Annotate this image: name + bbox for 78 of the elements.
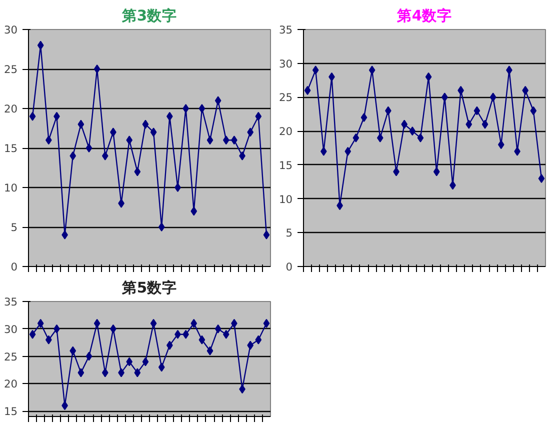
point bbox=[150, 318, 157, 328]
y-tick-label: 25 bbox=[278, 91, 293, 104]
y-tick-label: 15 bbox=[4, 405, 18, 418]
point bbox=[376, 133, 384, 142]
point bbox=[78, 368, 84, 378]
point bbox=[102, 368, 108, 378]
y-tick-label: 30 bbox=[278, 57, 293, 70]
point bbox=[29, 330, 36, 339]
point bbox=[198, 104, 206, 113]
point bbox=[158, 362, 165, 372]
point bbox=[134, 368, 141, 378]
y-tick-label: 5 bbox=[286, 226, 292, 240]
point bbox=[214, 324, 222, 334]
point bbox=[466, 120, 472, 129]
point bbox=[263, 318, 270, 328]
y-tick-label: 25 bbox=[4, 350, 18, 364]
point bbox=[174, 183, 181, 192]
point bbox=[78, 120, 84, 129]
point bbox=[538, 174, 545, 183]
point bbox=[86, 352, 92, 361]
chart-title: 第4数字 bbox=[396, 6, 452, 24]
point bbox=[222, 136, 230, 145]
point bbox=[158, 222, 165, 232]
point bbox=[344, 146, 352, 156]
point bbox=[482, 120, 488, 129]
y-tick-label: 10 bbox=[4, 182, 18, 194]
point bbox=[530, 106, 537, 116]
point bbox=[417, 133, 424, 142]
point bbox=[190, 318, 198, 328]
point bbox=[474, 106, 480, 116]
point bbox=[304, 86, 311, 95]
point bbox=[134, 167, 141, 176]
y-tick-label: 20 bbox=[4, 378, 18, 391]
point bbox=[222, 330, 230, 339]
point bbox=[94, 64, 100, 74]
point bbox=[312, 66, 319, 75]
point bbox=[498, 140, 504, 150]
y-tick-label: 15 bbox=[4, 142, 18, 155]
point bbox=[142, 120, 149, 129]
chart-title: 第5数字 bbox=[120, 278, 178, 296]
point bbox=[150, 128, 157, 137]
point bbox=[37, 318, 44, 328]
point bbox=[198, 335, 206, 344]
y-tick-label: 30 bbox=[4, 24, 18, 36]
point bbox=[70, 151, 76, 160]
point bbox=[263, 230, 270, 240]
point bbox=[70, 346, 76, 356]
point bbox=[352, 133, 360, 142]
point bbox=[360, 113, 368, 122]
point bbox=[425, 72, 432, 82]
point bbox=[29, 112, 36, 121]
y-tick-label: 35 bbox=[278, 24, 293, 36]
chart-title: 第3数字 bbox=[120, 6, 178, 24]
point bbox=[490, 92, 496, 102]
point bbox=[86, 144, 92, 152]
point bbox=[255, 112, 262, 121]
y-tick-label: 5 bbox=[10, 221, 18, 234]
point bbox=[102, 151, 108, 160]
point bbox=[206, 346, 214, 356]
point bbox=[190, 206, 198, 216]
y-tick-label: 25 bbox=[4, 63, 18, 76]
y-tick-label: 20 bbox=[278, 125, 293, 138]
point bbox=[37, 40, 44, 50]
point bbox=[94, 318, 100, 328]
y-tick-label: 35 bbox=[4, 296, 18, 308]
point bbox=[182, 104, 189, 113]
point bbox=[214, 96, 222, 106]
y-tick-label: 0 bbox=[286, 260, 293, 274]
point bbox=[206, 136, 214, 145]
y-tick-label: 0 bbox=[10, 260, 18, 274]
y-tick-label: 30 bbox=[4, 322, 18, 336]
y-tick-label: 15 bbox=[278, 158, 293, 172]
point bbox=[433, 167, 440, 176]
point bbox=[142, 357, 149, 366]
point bbox=[255, 335, 262, 344]
y-tick-label: 10 bbox=[278, 192, 293, 206]
y-tick-label: 20 bbox=[4, 102, 18, 116]
point bbox=[409, 126, 416, 136]
